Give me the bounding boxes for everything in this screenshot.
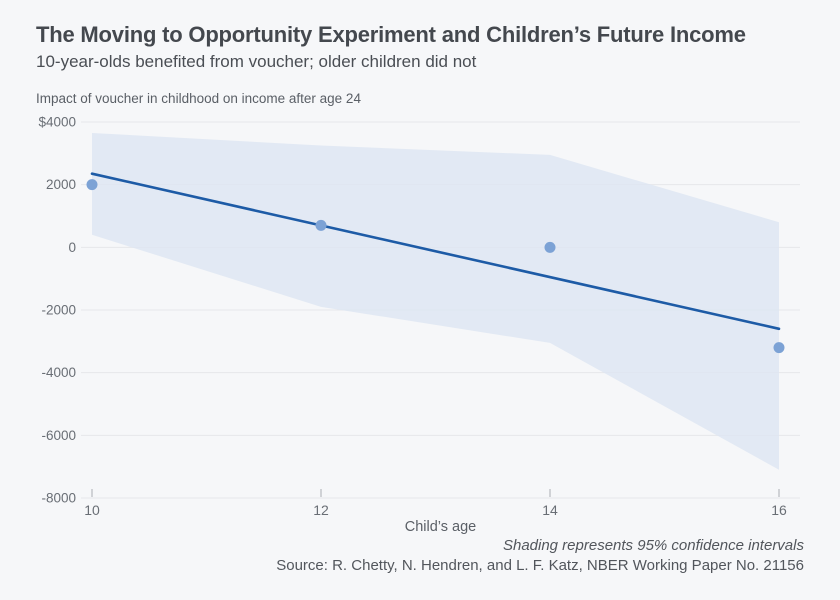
- page-subtitle: 10-year-olds benefited from voucher; old…: [36, 52, 477, 71]
- data-point-age-12: [315, 219, 327, 231]
- y-tick-label: -8000: [41, 491, 76, 506]
- y-tick-label: -4000: [41, 365, 76, 380]
- data-point-age-10: [86, 179, 98, 191]
- confidence-note: Shading represents 95% confidence interv…: [502, 537, 804, 554]
- y-tick-label: 0: [68, 240, 76, 255]
- y-tick-label: -2000: [41, 303, 76, 318]
- confidence-band: [92, 132, 779, 470]
- y-tick-label: -6000: [41, 428, 76, 443]
- x-tick-label: 14: [542, 502, 558, 518]
- y-tick-label: $4000: [38, 115, 76, 130]
- source-credit: Source: R. Chetty, N. Hendren, and L. F.…: [276, 557, 804, 574]
- x-tick-label: 16: [771, 502, 787, 518]
- data-point-age-16: [773, 342, 785, 354]
- x-tick-label: 10: [84, 502, 100, 518]
- y-tick-label: 2000: [46, 177, 76, 192]
- data-point-age-14: [544, 241, 556, 253]
- x-axis-title: Child’s age: [404, 519, 477, 535]
- chart-axis-note: Impact of voucher in childhood on income…: [36, 91, 361, 106]
- trend-line: [90, 172, 781, 331]
- x-tick-label: 12: [313, 502, 329, 518]
- page-title: The Moving to Opportunity Experiment and…: [36, 22, 746, 47]
